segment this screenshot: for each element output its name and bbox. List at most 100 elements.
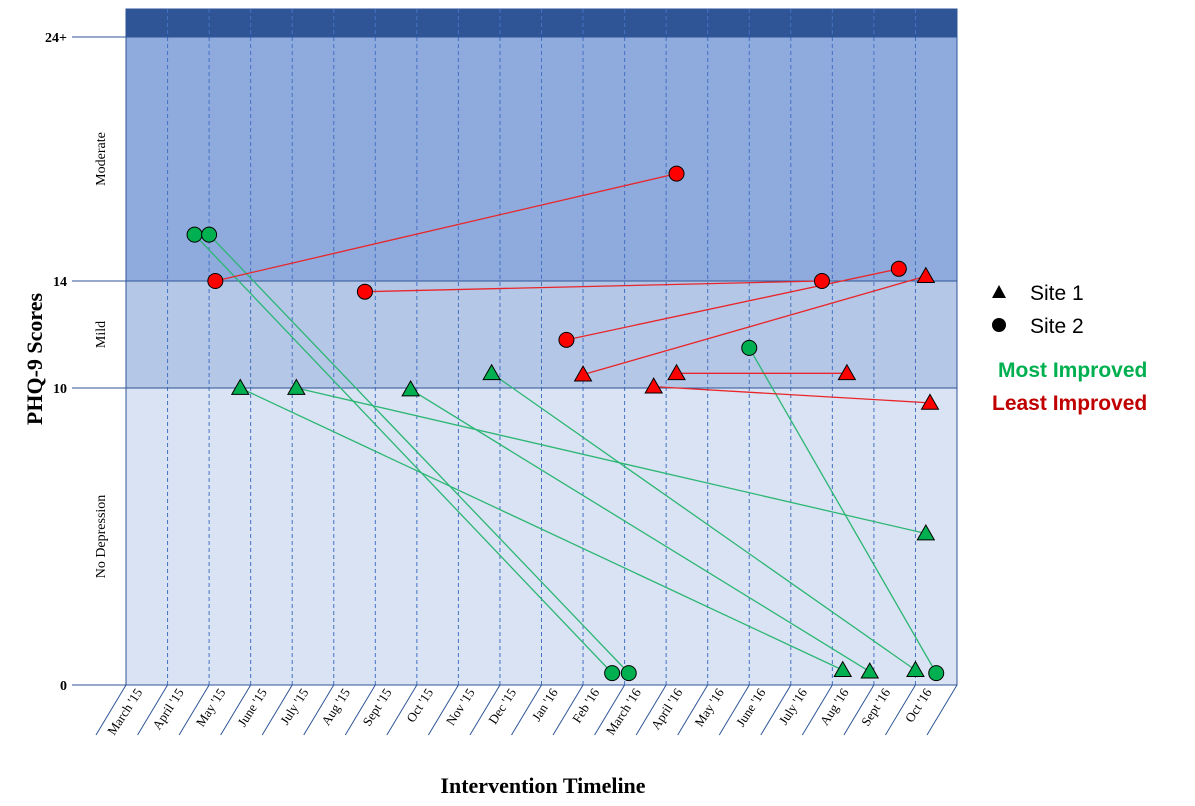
y-tick-label: 24+ bbox=[45, 31, 67, 46]
x-tick bbox=[178, 684, 210, 736]
x-tick bbox=[801, 684, 833, 736]
trajectory-line bbox=[239, 387, 844, 671]
band-label: Mild bbox=[94, 321, 109, 348]
start-marker-triangle bbox=[401, 379, 420, 397]
x-tick bbox=[95, 684, 127, 736]
x-tick-label: Sept '16 bbox=[858, 685, 894, 729]
y-tick-label: 14 bbox=[53, 275, 67, 290]
x-tick bbox=[718, 684, 750, 736]
start-marker-circle bbox=[741, 339, 758, 356]
patient-markers bbox=[186, 165, 945, 682]
end-marker-triangle bbox=[920, 393, 940, 410]
legend-site1-label: Site 1 bbox=[1030, 282, 1084, 305]
trajectory-line bbox=[215, 173, 677, 282]
x-tick-label: June '15 bbox=[234, 685, 270, 729]
x-tick bbox=[261, 684, 293, 736]
y-axis-ticks: 0 10 14 24+ bbox=[45, 31, 67, 694]
x-tick bbox=[843, 684, 875, 736]
x-tick bbox=[303, 684, 335, 736]
x-tick-label: July '15 bbox=[277, 685, 312, 727]
trajectory-line bbox=[208, 234, 630, 674]
start-marker-circle bbox=[201, 226, 218, 243]
end-marker-triangle bbox=[860, 662, 880, 679]
band-label: Moderate bbox=[94, 132, 109, 186]
legend-most-improved: Most Improved bbox=[998, 359, 1147, 382]
x-tick bbox=[677, 684, 709, 736]
legend: Site 1 Site 2 Most Improved Least Improved bbox=[992, 282, 1147, 415]
end-marker-triangle bbox=[837, 363, 857, 381]
x-tick-label: Feb '16 bbox=[569, 685, 603, 726]
start-marker-triangle bbox=[573, 365, 593, 382]
band-labels: No Depression Mild Moderate bbox=[94, 132, 109, 578]
x-tick-label: July '16 bbox=[776, 685, 811, 727]
legend-circle-icon bbox=[992, 318, 1006, 332]
x-tick bbox=[552, 684, 584, 736]
band-label: No Depression bbox=[94, 495, 109, 579]
x-tick-label: June '16 bbox=[733, 685, 769, 729]
x-tick bbox=[760, 684, 792, 736]
x-tick-label: Aug '15 bbox=[318, 685, 353, 728]
x-tick-label: Sept '15 bbox=[359, 685, 394, 728]
end-marker-triangle bbox=[833, 660, 853, 678]
trajectory-line bbox=[364, 280, 822, 293]
x-tick bbox=[386, 684, 418, 736]
trajectory-line bbox=[296, 387, 926, 535]
x-tick-label: Oct '15 bbox=[403, 685, 436, 725]
trajectory-line bbox=[653, 386, 931, 404]
x-tick-label: April '15 bbox=[149, 685, 187, 732]
trajectory-line bbox=[194, 234, 613, 674]
legend-least-improved: Least Improved bbox=[992, 392, 1147, 415]
legend-triangle-icon bbox=[992, 285, 1006, 298]
end-marker-circle bbox=[928, 665, 945, 682]
month-gridlines bbox=[167, 9, 916, 685]
x-tick bbox=[220, 684, 252, 736]
x-tick-label: Jan '16 bbox=[529, 685, 561, 724]
y-tick-label: 0 bbox=[60, 679, 67, 694]
start-marker-triangle bbox=[644, 377, 664, 394]
x-tick bbox=[594, 684, 626, 736]
start-marker-circle bbox=[186, 226, 203, 243]
end-marker-triangle bbox=[906, 660, 925, 678]
x-tick bbox=[427, 684, 459, 736]
end-marker-circle bbox=[813, 273, 830, 289]
x-tick bbox=[469, 684, 501, 736]
x-tick-label: Nov '15 bbox=[443, 685, 478, 728]
x-tick bbox=[511, 684, 542, 736]
start-marker-circle bbox=[356, 283, 373, 300]
x-tick bbox=[926, 684, 958, 736]
x-tick-label: April '16 bbox=[648, 685, 686, 732]
x-axis-title: Intervention Timeline bbox=[440, 773, 645, 798]
legend-site2-label: Site 2 bbox=[1030, 315, 1084, 338]
x-tick-label: Oct '16 bbox=[902, 685, 935, 725]
trajectory-line bbox=[566, 268, 899, 341]
start-marker-circle bbox=[207, 273, 224, 289]
start-marker-triangle bbox=[667, 363, 686, 381]
start-marker-triangle bbox=[286, 378, 306, 395]
x-tick-label: May '15 bbox=[193, 685, 229, 729]
trajectory-line bbox=[410, 388, 871, 673]
y-tick-label: 10 bbox=[53, 382, 67, 397]
end-marker-circle bbox=[668, 165, 685, 182]
trajectory-line bbox=[491, 372, 916, 671]
end-marker-circle bbox=[620, 665, 637, 682]
x-tick bbox=[635, 684, 667, 736]
x-axis: March '15 April '15 May '15 June '15 July '1… bbox=[72, 684, 958, 738]
end-marker-circle bbox=[604, 665, 621, 682]
trajectory-line bbox=[582, 275, 927, 376]
trajectory-line bbox=[748, 347, 937, 674]
patient-trajectories bbox=[194, 173, 937, 674]
end-marker-triangle bbox=[916, 524, 936, 541]
end-marker-circle bbox=[890, 260, 907, 277]
y-axis-title: PHQ-9 Scores bbox=[22, 292, 47, 425]
start-marker-circle bbox=[558, 331, 575, 348]
start-marker-triangle bbox=[482, 363, 502, 381]
x-tick-label: Dec '15 bbox=[485, 685, 519, 726]
x-tick bbox=[344, 684, 376, 736]
x-tick-label: Aug '16 bbox=[817, 685, 852, 728]
end-marker-triangle bbox=[916, 266, 936, 283]
start-marker-triangle bbox=[230, 378, 250, 395]
x-tick bbox=[885, 684, 916, 736]
x-tick bbox=[137, 684, 168, 736]
x-tick-label: May '16 bbox=[691, 685, 727, 729]
